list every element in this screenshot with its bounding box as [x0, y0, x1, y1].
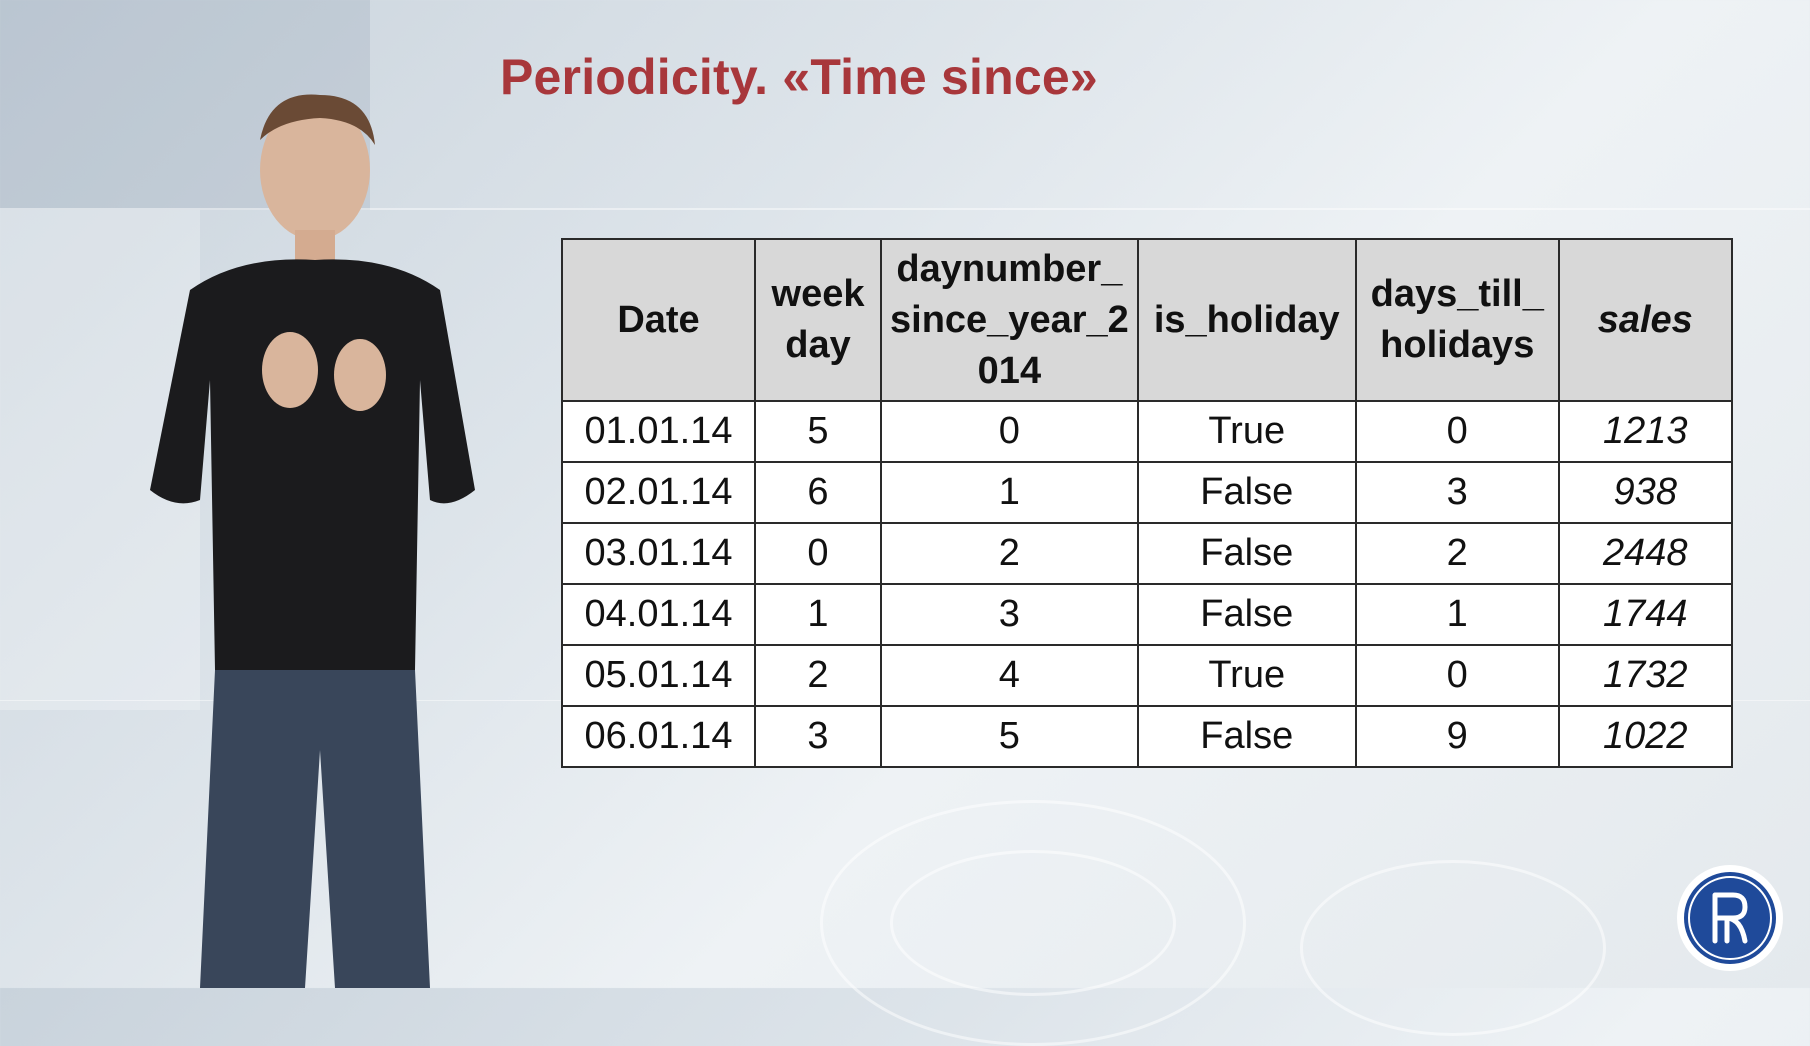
cell-weekday: 6 [754, 461, 882, 524]
cell-daynumber: 4 [880, 644, 1139, 707]
cell-weekday: 3 [754, 705, 882, 768]
features-table: Date week day daynumber_ since_year_2 01… [561, 238, 1733, 768]
cell-date: 03.01.14 [561, 522, 756, 585]
background-gear [1300, 860, 1606, 1036]
cell-is-holiday: True [1136, 644, 1357, 707]
cell-days-till-holidays: 0 [1354, 644, 1560, 707]
cell-is-holiday: False [1136, 522, 1357, 585]
cell-is-holiday: False [1136, 583, 1357, 646]
cell-daynumber: 3 [880, 583, 1139, 646]
table-row: 01.01.14 5 0 True 0 1213 [561, 400, 1733, 463]
cell-sales: 1213 [1557, 400, 1733, 463]
header-sales: sales [1557, 238, 1733, 402]
header-daynumber: daynumber_ since_year_2 014 [880, 238, 1139, 402]
cell-sales: 1022 [1557, 705, 1733, 768]
cell-sales: 938 [1557, 461, 1733, 524]
cell-weekday: 2 [754, 644, 882, 707]
cell-date: 02.01.14 [561, 461, 756, 524]
cell-weekday: 1 [754, 583, 882, 646]
cell-daynumber: 5 [880, 705, 1139, 768]
header-weekday: week day [754, 238, 882, 402]
cell-days-till-holidays: 9 [1354, 705, 1560, 768]
cell-daynumber: 0 [880, 400, 1139, 463]
cell-date: 04.01.14 [561, 583, 756, 646]
cell-date: 05.01.14 [561, 644, 756, 707]
cell-sales: 1744 [1557, 583, 1733, 646]
table-row: 06.01.14 3 5 False 9 1022 [561, 705, 1733, 768]
cell-weekday: 0 [754, 522, 882, 585]
table-row: 02.01.14 6 1 False 3 938 [561, 461, 1733, 524]
cell-is-holiday: False [1136, 461, 1357, 524]
presenter-figure [150, 94, 475, 988]
cell-weekday: 5 [754, 400, 882, 463]
slide-title: Periodicity. «Time since» [500, 49, 1098, 105]
background-line [0, 208, 1810, 210]
cell-is-holiday: True [1136, 400, 1357, 463]
cell-days-till-holidays: 1 [1354, 583, 1560, 646]
cell-is-holiday: False [1136, 705, 1357, 768]
cell-sales: 2448 [1557, 522, 1733, 585]
header-is-holiday: is_holiday [1136, 238, 1357, 402]
cell-date: 06.01.14 [561, 705, 756, 768]
cell-date: 01.01.14 [561, 400, 756, 463]
cell-daynumber: 1 [880, 461, 1139, 524]
table-row: 05.01.14 2 4 True 0 1732 [561, 644, 1733, 707]
background-gear [890, 850, 1176, 996]
header-days-till-holidays: days_till_ holidays [1354, 238, 1560, 402]
cell-days-till-holidays: 3 [1354, 461, 1560, 524]
cell-days-till-holidays: 2 [1354, 522, 1560, 585]
table-header-row: Date week day daynumber_ since_year_2 01… [561, 238, 1733, 402]
table-row: 03.01.14 0 2 False 2 2448 [561, 522, 1733, 585]
header-date: Date [561, 238, 756, 402]
cell-days-till-holidays: 0 [1354, 400, 1560, 463]
cell-daynumber: 2 [880, 522, 1139, 585]
table-row: 04.01.14 1 3 False 1 1744 [561, 583, 1733, 646]
cell-sales: 1732 [1557, 644, 1733, 707]
hse-university-logo-icon [1677, 865, 1783, 971]
